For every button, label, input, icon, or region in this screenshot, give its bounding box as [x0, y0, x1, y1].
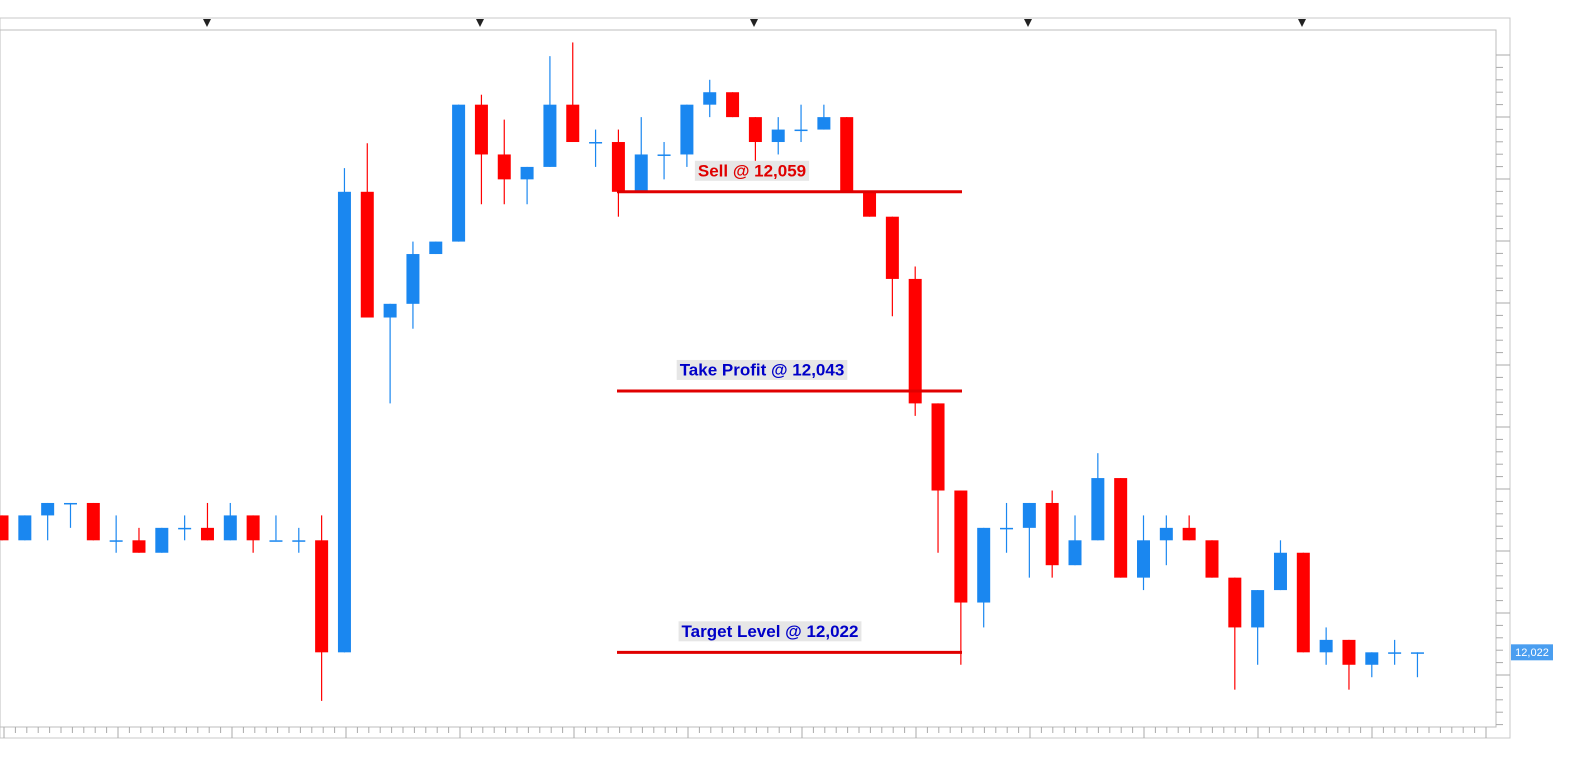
candle-body [0, 515, 9, 541]
candle-body [1091, 478, 1105, 541]
marker [203, 19, 211, 27]
candle-body [1251, 590, 1265, 628]
candle-body [520, 166, 534, 180]
candle-body [292, 540, 306, 542]
candle-body [817, 117, 831, 130]
candle-body [657, 154, 671, 156]
candle-body [1022, 502, 1036, 528]
candle-body [337, 191, 351, 653]
candle-body [429, 241, 443, 255]
candle-body [406, 254, 420, 304]
candle-body [497, 154, 511, 180]
candle-body [86, 502, 100, 541]
candle-body [109, 540, 123, 542]
candle-body [954, 490, 968, 603]
candle-body [1137, 540, 1150, 578]
candle-body [634, 154, 648, 192]
candle-body [771, 129, 785, 143]
candle-body [360, 191, 374, 318]
candle-body [703, 92, 717, 105]
annotation-label: Target Level @ 12,022 [682, 622, 859, 641]
candle-body [1319, 639, 1333, 653]
candle-body [748, 117, 762, 143]
candle-body [885, 216, 899, 279]
annotation-label: Sell @ 12,059 [698, 161, 806, 180]
candle-body [1296, 552, 1310, 653]
candle-body [1205, 540, 1219, 578]
marker [750, 19, 758, 27]
candle-body [1159, 527, 1173, 541]
candle-body [155, 527, 169, 553]
candle-body [977, 527, 991, 603]
candle-body [1342, 639, 1356, 665]
candle-body [63, 502, 77, 505]
candle-body [132, 540, 146, 553]
marker [1024, 19, 1032, 27]
candle-body [566, 104, 580, 143]
candle-body [840, 117, 854, 192]
annotation-bg [694, 160, 810, 181]
candle-body [178, 527, 192, 530]
candle-body [383, 303, 397, 318]
candle-body [726, 92, 740, 118]
axis-ticks [3, 54, 1510, 738]
candle-body [1182, 527, 1196, 541]
candle-body [315, 540, 329, 653]
candle-body [18, 515, 32, 541]
marker [476, 19, 484, 27]
candle-body [269, 540, 283, 542]
candle-body [1000, 527, 1014, 530]
candle-body [1068, 540, 1082, 566]
candle-body [1410, 652, 1424, 654]
annotation-bg [678, 621, 862, 642]
candle-body [931, 403, 945, 491]
candle-body [794, 129, 808, 132]
annotation-bg [676, 359, 848, 380]
period-markers [203, 19, 1306, 27]
candle-body [863, 191, 877, 217]
candle-body [1365, 652, 1379, 665]
candle-body [680, 104, 694, 155]
candle-body [452, 104, 466, 242]
candle-body [1388, 652, 1402, 654]
price-tag-label: 12,022 [1515, 647, 1549, 659]
candle-body [908, 278, 922, 404]
candle-body [41, 502, 55, 516]
candle-body [1228, 577, 1242, 628]
candle-body [1273, 552, 1287, 591]
annotation-label: Take Profit @ 12,043 [680, 360, 845, 379]
candle-body [200, 527, 214, 541]
candle-body [1045, 502, 1059, 566]
candle-body [543, 104, 557, 167]
candle-body [246, 515, 260, 541]
price-tag [1511, 644, 1553, 661]
candle-body [611, 142, 625, 192]
candle-body [474, 104, 488, 155]
candle-body [1114, 478, 1128, 578]
candle-body [589, 142, 603, 144]
marker [1298, 19, 1306, 27]
candle-body [223, 515, 237, 541]
